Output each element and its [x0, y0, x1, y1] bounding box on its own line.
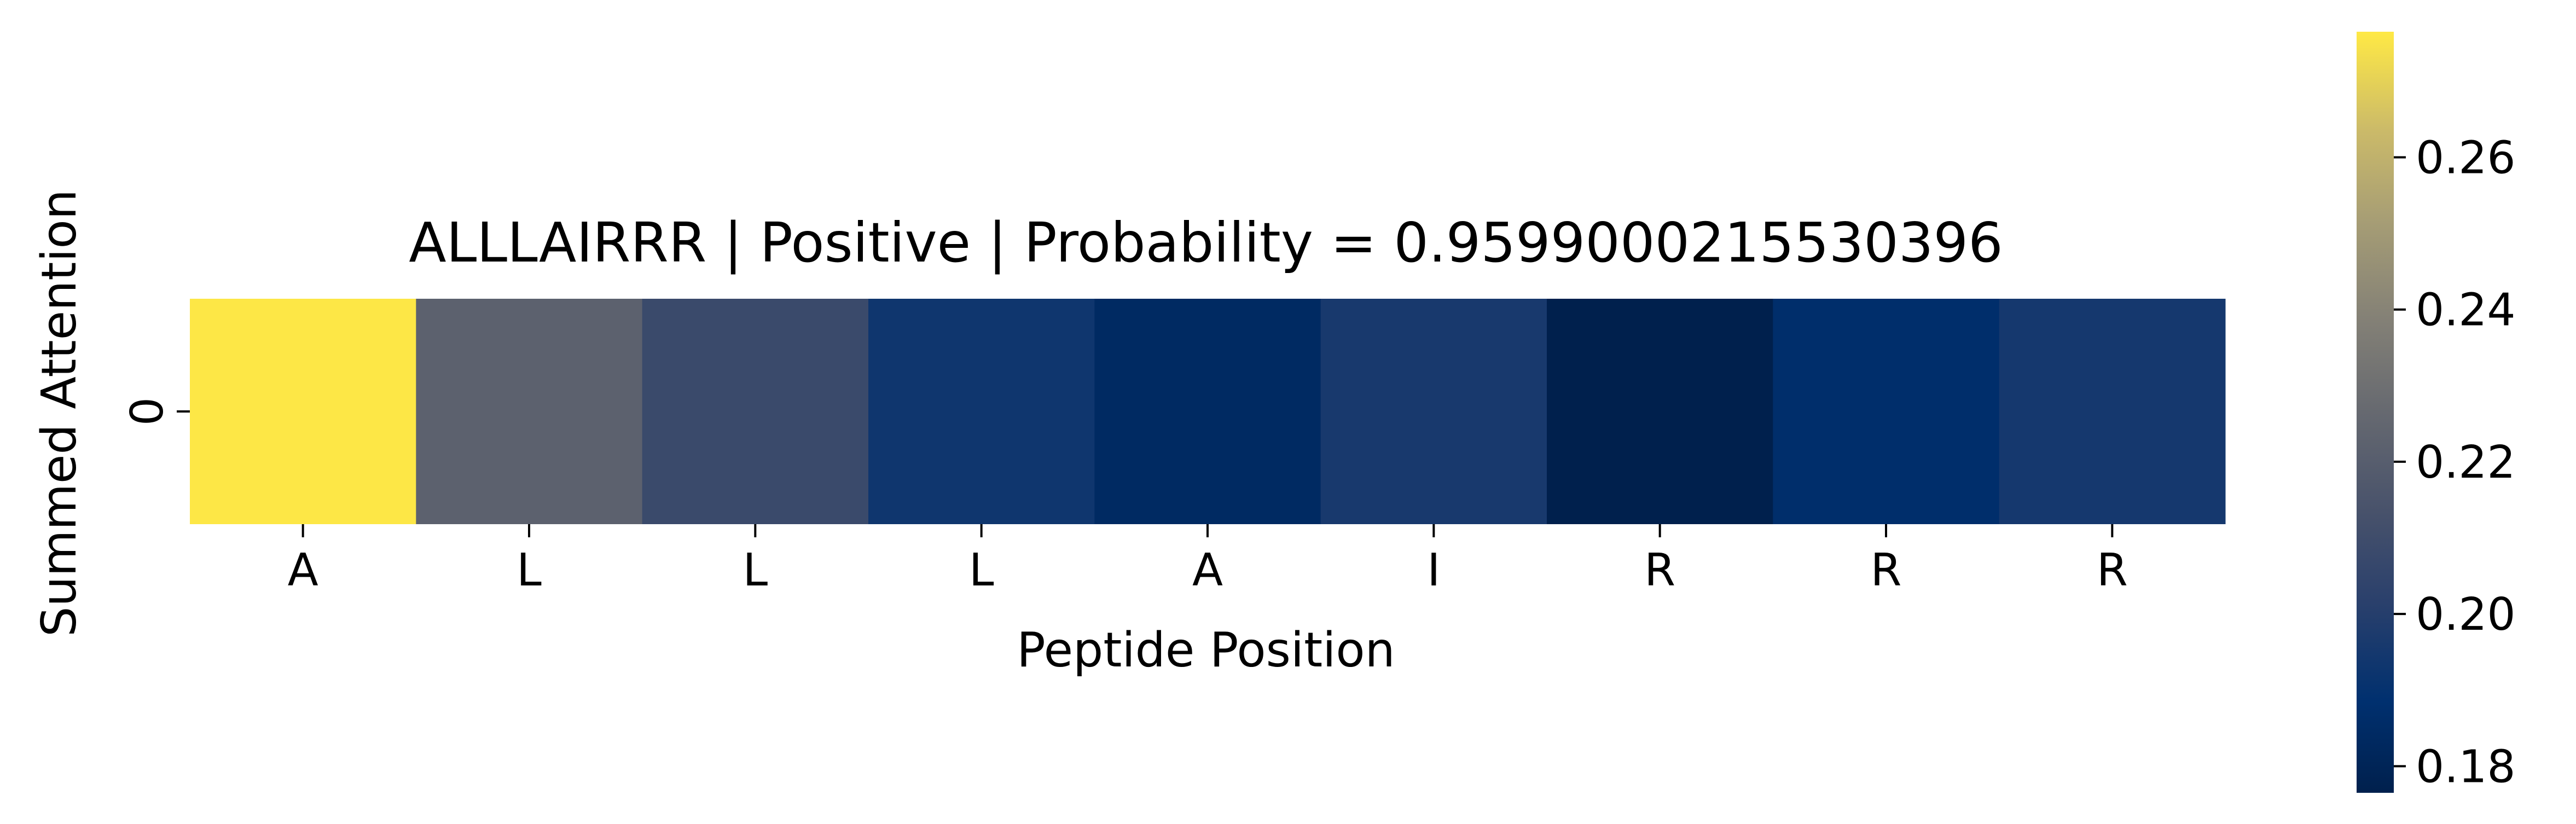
x-tick-label: L — [742, 544, 768, 596]
heatmap-cells — [190, 299, 2226, 524]
heatmap-cell — [642, 299, 869, 524]
y-tick-label: 0 — [121, 397, 173, 426]
heatmap-cell — [868, 299, 1095, 524]
chart-title: ALLLAIRRR | Positive | Probability = 0.9… — [409, 211, 2003, 275]
heatmap-cell — [1999, 299, 2226, 524]
x-tick-label: I — [1427, 544, 1440, 596]
heatmap-cell — [1320, 299, 1547, 524]
x-axis-label: Peptide Position — [1017, 622, 1395, 678]
colorbar — [2357, 32, 2394, 793]
colorbar-tick-label: 0.26 — [2416, 132, 2516, 184]
heatmap-cell — [1547, 299, 1773, 524]
heatmap-cell — [416, 299, 643, 524]
heatmap-cell — [1094, 299, 1321, 524]
y-axis-label: Summed Attention — [31, 189, 87, 637]
y-axis-ticks: 0 — [121, 397, 190, 426]
x-tick-label: R — [2097, 544, 2128, 596]
x-tick-label: A — [288, 544, 318, 596]
colorbar-tick-label: 0.24 — [2416, 285, 2516, 336]
x-tick-label: L — [969, 544, 994, 596]
x-tick-label: A — [1192, 544, 1223, 596]
colorbar-ticks: 0.18 0.20 0.22 0.24 0.26 — [2394, 132, 2516, 793]
x-tick-label: R — [1644, 544, 1675, 596]
heatmap-cell — [190, 299, 416, 524]
colorbar-tick-label: 0.18 — [2416, 741, 2516, 793]
x-tick-label: L — [517, 544, 542, 596]
colorbar-tick-label: 0.20 — [2416, 589, 2516, 641]
x-tick-label: R — [1871, 544, 1902, 596]
heatmap-cell — [1773, 299, 2000, 524]
colorbar-tick-label: 0.22 — [2416, 437, 2516, 489]
